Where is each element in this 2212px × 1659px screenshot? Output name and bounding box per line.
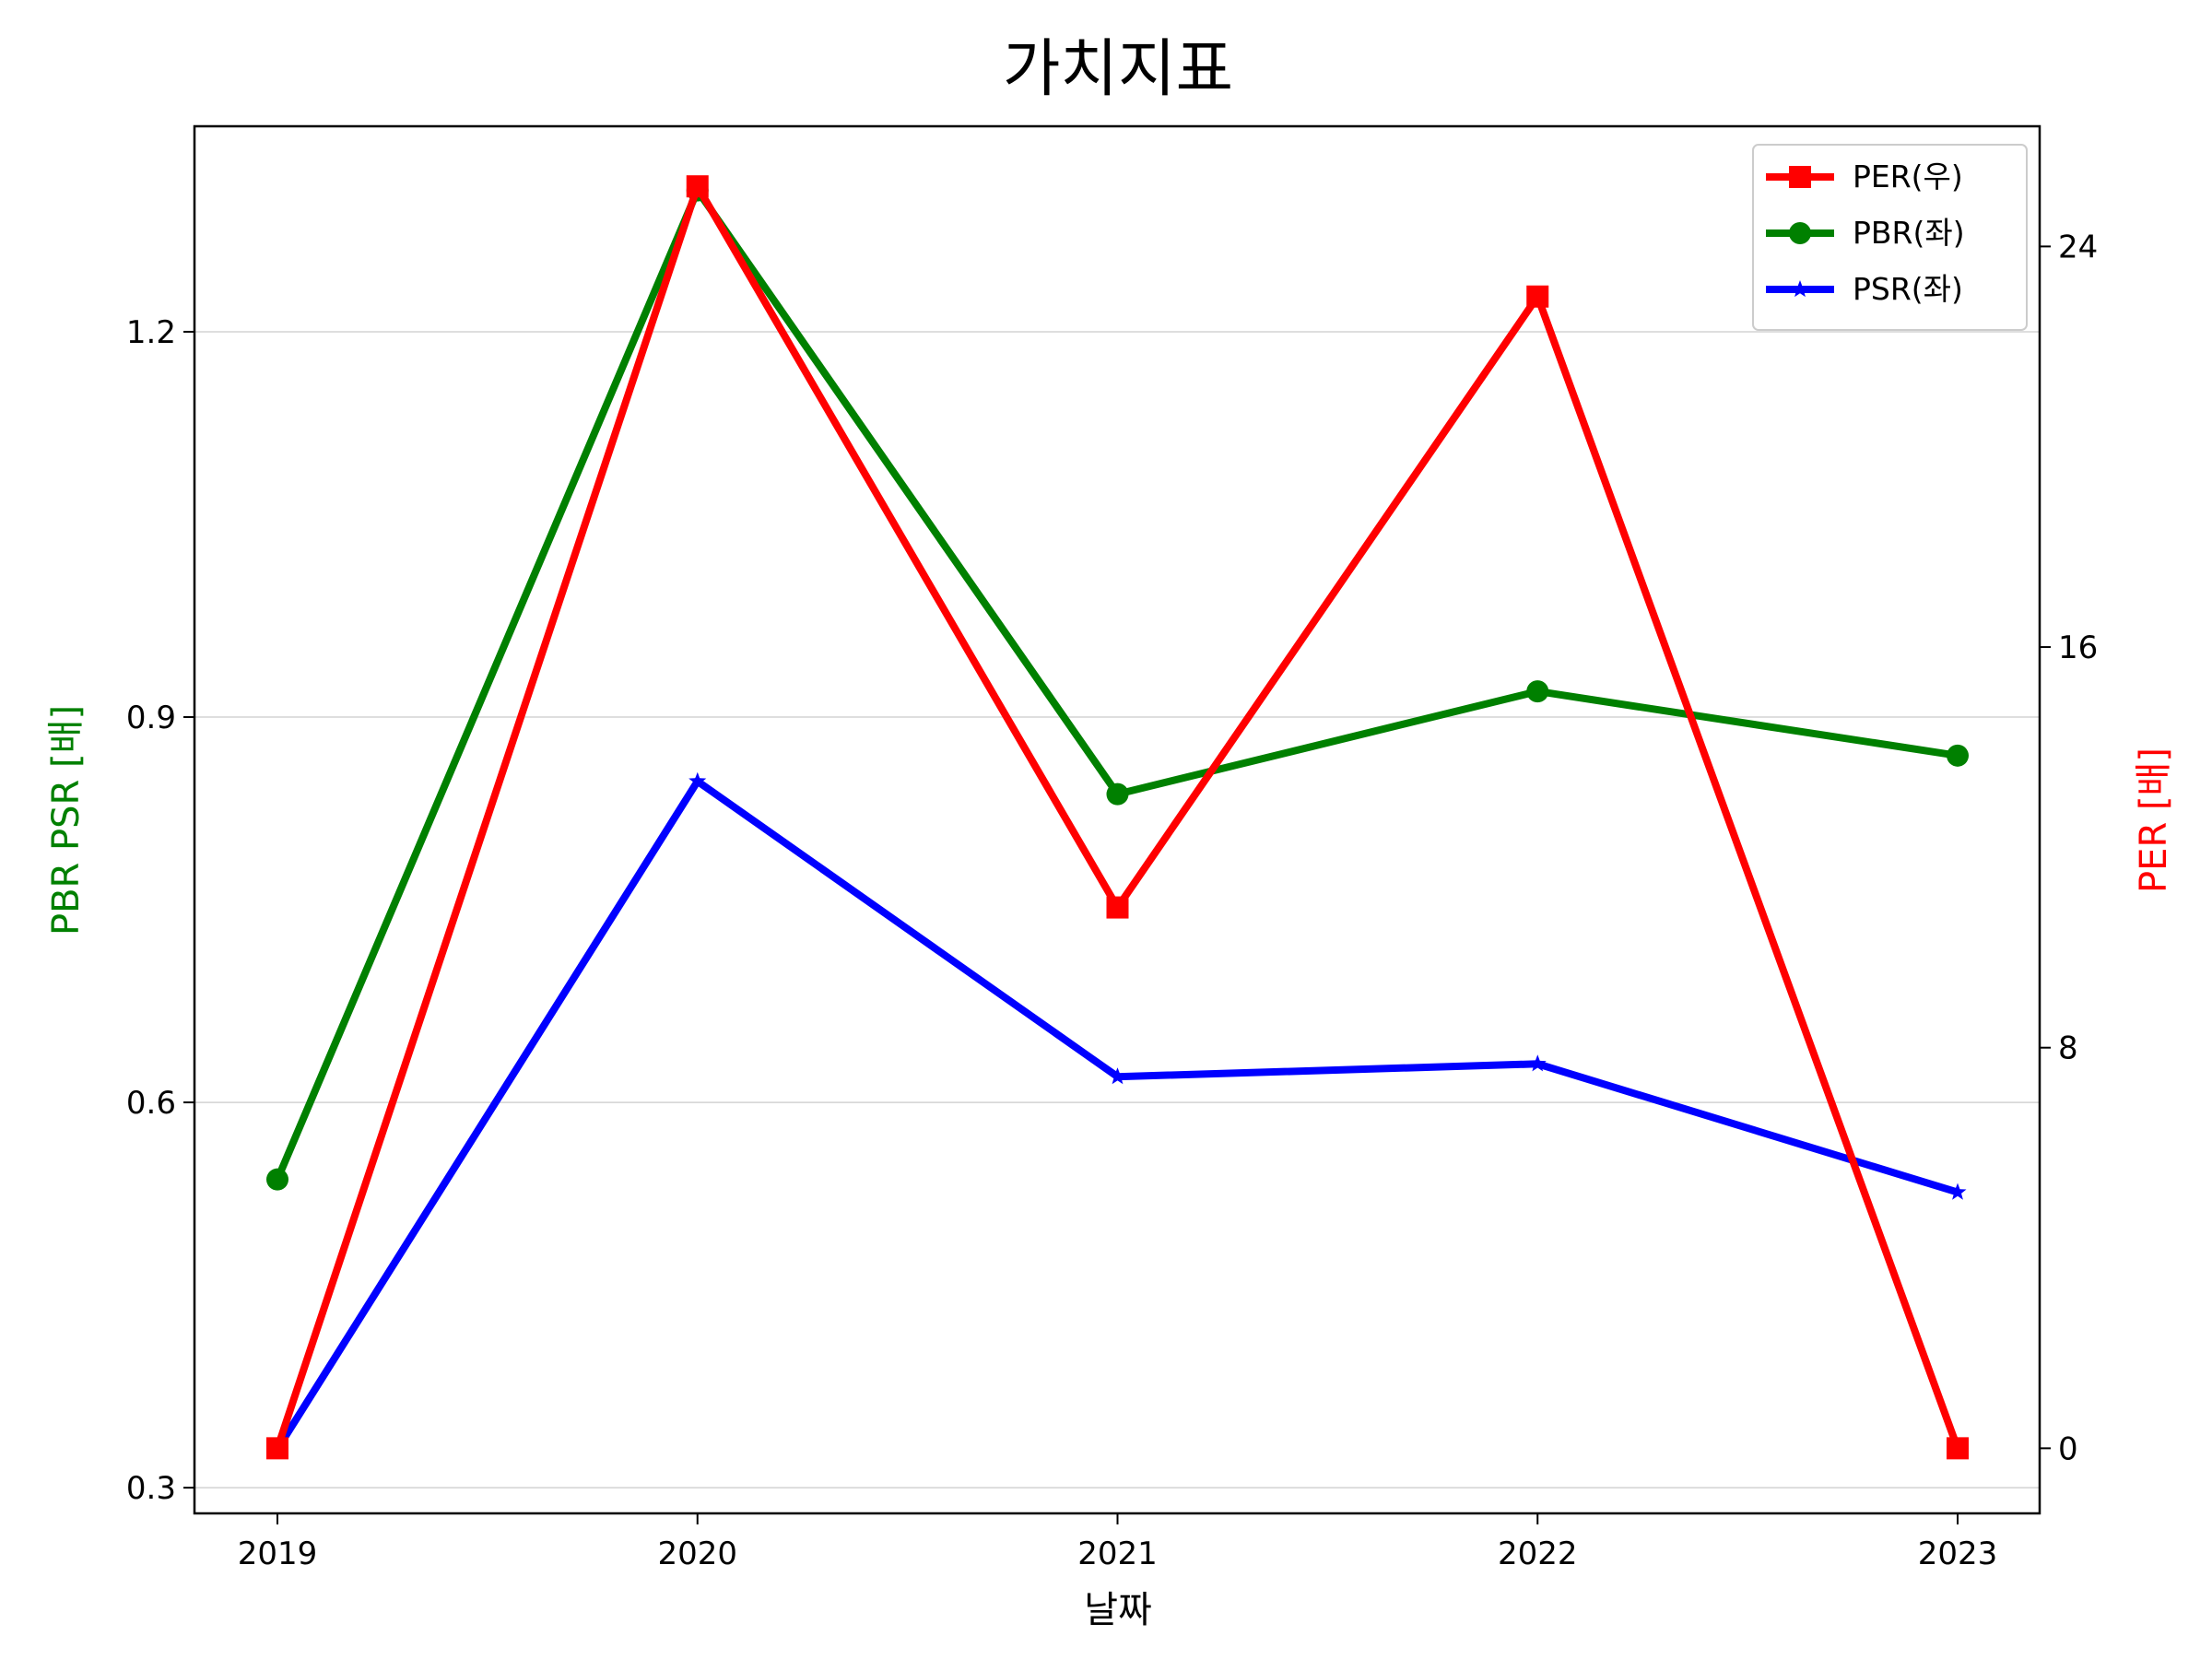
series-line xyxy=(274,177,1961,1450)
legend-box xyxy=(1752,144,2028,331)
data-point-square xyxy=(686,175,709,198)
y-right-tick-label: 24 xyxy=(2058,229,2098,265)
data-point-square xyxy=(1106,896,1129,919)
y-left-tick-label: 0.6 xyxy=(126,1085,176,1122)
legend-marker xyxy=(1789,222,1811,244)
legend-label: PBR(좌) xyxy=(1853,215,1965,251)
plot-frame xyxy=(193,124,2041,1515)
data-point-star xyxy=(1948,1182,1967,1200)
series-pbr xyxy=(266,179,1969,1191)
data-point-circle xyxy=(1106,782,1129,806)
data-point-circle xyxy=(1526,680,1549,703)
y-axis-left: 0.3 0.6 0.9 1.2 xyxy=(126,314,194,1507)
legend-marker xyxy=(1791,280,1809,298)
y-axis-right: 0 8 16 24 xyxy=(2040,229,2098,1467)
series-per xyxy=(266,175,1969,1460)
x-tick-label: 2020 xyxy=(657,1535,737,1572)
y-right-tick-label: 8 xyxy=(2058,1030,2078,1067)
x-tick-label: 2022 xyxy=(1498,1535,1578,1572)
legend: PER(우) PBR(좌) PSR(좌) xyxy=(1752,144,2028,331)
data-point-circle xyxy=(1947,744,1969,767)
data-point-star xyxy=(688,771,707,789)
data-point-square xyxy=(266,1437,288,1460)
legend-item: PBR(좌) xyxy=(1766,215,1965,251)
y-axis-right-label: PER [배] xyxy=(2133,747,2175,893)
y-left-tick-label: 1.2 xyxy=(126,314,176,351)
y-right-tick-label: 0 xyxy=(2058,1430,2078,1467)
data-point-square xyxy=(1526,285,1549,308)
y-right-tick-label: 16 xyxy=(2058,629,2098,666)
data-point-square xyxy=(1947,1437,1969,1460)
series-layer xyxy=(266,175,1969,1460)
x-tick-label: 2023 xyxy=(1918,1535,1998,1572)
series-psr xyxy=(268,771,1967,1457)
x-tick-label: 2019 xyxy=(238,1535,318,1572)
y-left-tick-label: 0.9 xyxy=(126,700,176,736)
y-left-tick-label: 0.3 xyxy=(126,1470,176,1507)
x-axis: 2019 2020 2021 2022 2023 xyxy=(238,1513,1998,1572)
grid-lines xyxy=(194,331,2040,1488)
data-point-star xyxy=(1528,1054,1547,1072)
legend-item: PER(우) xyxy=(1766,159,1963,194)
x-axis-label: 날짜 xyxy=(1084,1589,1152,1631)
y-axis-left-label: PBR PSR [배] xyxy=(45,705,88,935)
legend-label: PER(우) xyxy=(1853,159,1963,194)
legend-label: PSR(좌) xyxy=(1853,271,1963,307)
legend-item: PSR(좌) xyxy=(1766,271,1963,307)
data-point-circle xyxy=(266,1168,288,1191)
legend-marker xyxy=(1789,166,1811,188)
chart-title: 가치지표 xyxy=(1003,33,1233,106)
series-line xyxy=(274,776,1959,1452)
x-tick-label: 2021 xyxy=(1077,1535,1158,1572)
data-point-star xyxy=(1109,1067,1126,1085)
